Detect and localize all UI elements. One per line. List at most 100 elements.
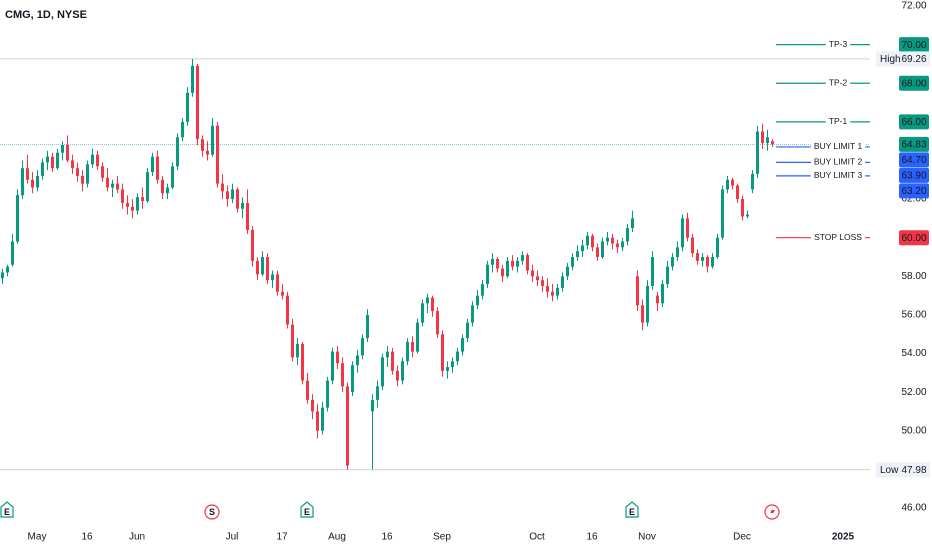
candle-body	[361, 338, 364, 356]
candle-body	[366, 314, 369, 339]
candle-body	[31, 179, 34, 188]
candle-body	[281, 291, 284, 296]
candle-body	[56, 152, 59, 169]
candle-body	[431, 297, 434, 312]
candle-body	[166, 187, 169, 194]
candle-body	[171, 166, 174, 188]
candle-body	[111, 183, 114, 188]
candle-body	[231, 189, 234, 200]
price-box-label: 66.00	[901, 117, 926, 128]
candle-body	[666, 266, 669, 285]
candle-body	[401, 361, 404, 381]
x-tick-label: 2025	[832, 532, 855, 543]
price-box	[899, 136, 929, 152]
price-box-label: 70.00	[901, 40, 926, 51]
candle-body	[646, 285, 649, 323]
candle-body	[41, 162, 44, 176]
candle-body	[286, 295, 289, 325]
candle-body	[266, 257, 269, 281]
level-label: STOP LOSS	[814, 232, 862, 242]
candle-body	[301, 343, 304, 381]
candle-body	[91, 154, 94, 165]
x-tick-label: 16	[586, 532, 598, 543]
candle-body	[161, 179, 164, 194]
candle-body	[426, 297, 429, 304]
x-tick-label: Jul	[226, 532, 239, 543]
candle-body	[511, 260, 514, 267]
candle-body	[726, 179, 729, 190]
candle-body	[641, 305, 644, 323]
candle-body	[711, 257, 714, 267]
candle-body	[351, 365, 354, 393]
y-tick-label: 54.00	[901, 348, 926, 359]
candle-body	[386, 351, 389, 358]
extreme-tag	[876, 462, 930, 478]
level-label-bg	[810, 157, 866, 168]
candle-body	[306, 380, 309, 400]
candle-body	[581, 245, 584, 252]
candle-body	[656, 295, 659, 304]
candle-body	[236, 189, 239, 209]
price-box-label: 63.20	[901, 186, 926, 197]
x-tick-label: 16	[381, 532, 393, 543]
candle-body	[96, 154, 99, 167]
candle-body	[521, 255, 524, 261]
candle-body	[1, 272, 4, 279]
candle-body	[176, 137, 179, 167]
candle-body	[191, 65, 194, 93]
level-label: BUY LIMIT 1	[814, 141, 863, 151]
candle-body	[336, 351, 339, 364]
extreme-tag-value: 47.98	[901, 465, 926, 476]
candle-body	[481, 284, 484, 296]
candle-body	[181, 121, 184, 138]
candle-body	[251, 229, 254, 261]
x-tick-label: 16	[81, 532, 93, 543]
candle-body	[606, 237, 609, 242]
candle-body	[206, 150, 209, 155]
extreme-tag-name: High	[880, 54, 901, 65]
candle-body	[21, 168, 24, 196]
candle-body	[151, 156, 154, 173]
event-label: E	[629, 507, 635, 517]
candle-body	[546, 285, 549, 292]
candle-body	[576, 251, 579, 257]
candle-body	[741, 199, 744, 217]
candle-body	[36, 175, 39, 188]
candle-body	[591, 235, 594, 248]
extreme-tag	[876, 51, 930, 67]
candle-body	[421, 303, 424, 323]
candle-body	[321, 407, 324, 431]
level-label-bg	[825, 39, 851, 50]
price-box	[899, 167, 929, 183]
candle-body	[126, 202, 129, 207]
event-icon	[625, 501, 639, 518]
candle-body	[141, 197, 144, 202]
candle-body	[101, 166, 104, 178]
candle-body	[311, 399, 314, 412]
level-label-bg	[825, 116, 851, 127]
candle-body	[676, 247, 679, 257]
candle-body	[436, 311, 439, 335]
candle-body	[766, 137, 769, 144]
x-tick-label: Sep	[433, 532, 451, 543]
candle-body	[461, 338, 464, 352]
y-tick-label: 62.00	[901, 194, 926, 205]
candle-body	[131, 206, 134, 211]
x-tick-label: Dec	[733, 532, 751, 543]
candle-body	[376, 386, 379, 400]
candle-body	[276, 274, 279, 292]
candle-body	[51, 156, 54, 169]
candle-body	[221, 183, 224, 192]
candle-body	[566, 266, 569, 277]
y-tick-label: 72.00	[901, 1, 926, 12]
candle-body	[441, 334, 444, 371]
candle-body	[556, 287, 559, 296]
candle-body	[216, 125, 219, 184]
level-label: TP-2	[829, 77, 848, 87]
candle-body	[86, 164, 89, 184]
candle-body	[601, 241, 604, 257]
y-tick-label: 52.00	[901, 387, 926, 398]
candle-body	[761, 131, 764, 144]
